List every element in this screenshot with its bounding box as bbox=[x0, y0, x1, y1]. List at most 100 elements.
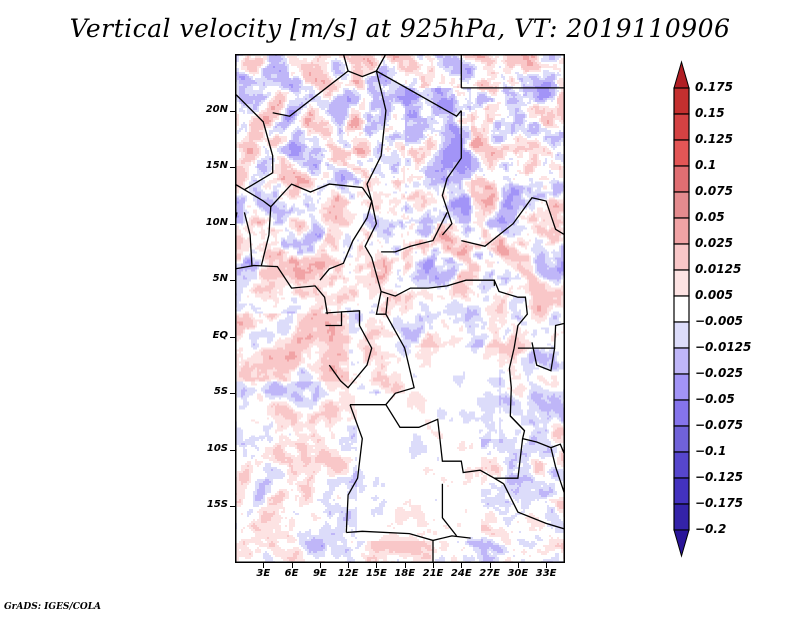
country-border bbox=[243, 212, 253, 267]
colorbar-label: −0.175 bbox=[695, 496, 744, 510]
y-tick-label: 10N bbox=[205, 216, 228, 228]
x-tick-label: 33E bbox=[535, 568, 557, 579]
x-tick bbox=[433, 563, 434, 568]
plot-title: Vertical velocity [m/s] at 925hPa, VT: 2… bbox=[69, 14, 731, 43]
country-border bbox=[319, 187, 373, 281]
country-border bbox=[235, 93, 274, 191]
colorbar-label: −0.05 bbox=[695, 392, 735, 406]
x-tick-label: 15E bbox=[366, 568, 387, 579]
country-border bbox=[517, 322, 565, 349]
x-tick-label: 18E bbox=[394, 568, 416, 579]
y-tick-label: 10S bbox=[206, 442, 228, 454]
colorbar-label: 0.1 bbox=[695, 158, 717, 172]
country-border bbox=[350, 313, 415, 406]
country-border bbox=[375, 54, 387, 72]
colorbar-swatch bbox=[673, 217, 690, 245]
y-tick-label: 20N bbox=[205, 103, 228, 115]
x-tick-label: 12E bbox=[337, 568, 359, 579]
x-tick bbox=[517, 563, 519, 568]
country-border bbox=[550, 443, 565, 456]
y-tick-label: 15N bbox=[205, 160, 228, 172]
x-tick bbox=[404, 563, 406, 568]
y-tick bbox=[230, 280, 235, 282]
colorbar-swatch bbox=[673, 477, 690, 505]
colorbar-swatch bbox=[673, 373, 690, 401]
colorbar-swatch bbox=[673, 87, 690, 115]
x-tick-label: 9E bbox=[312, 568, 327, 579]
colorbar-label: −0.1 bbox=[695, 444, 727, 458]
colorbar-swatches bbox=[673, 60, 690, 558]
x-tick-label: 6E bbox=[284, 568, 299, 579]
y-tick bbox=[230, 110, 235, 112]
colorbar: 0.175 0.15 0.125 0.1 0.075 0.05 0.025 0.0125 0.0… bbox=[660, 55, 800, 565]
country-border bbox=[461, 196, 565, 248]
y-tick bbox=[230, 449, 235, 451]
country-border bbox=[342, 54, 349, 72]
colorbar-label: 0.025 bbox=[695, 236, 733, 250]
x-tick-label: 21E bbox=[422, 568, 444, 579]
country-border bbox=[441, 483, 458, 537]
country-border bbox=[235, 264, 329, 315]
map-panel bbox=[235, 54, 565, 563]
colorbar-swatch bbox=[673, 399, 690, 427]
colorbar-swatch bbox=[673, 321, 690, 349]
colorbar-swatch bbox=[673, 113, 690, 141]
x-tick bbox=[461, 563, 463, 568]
x-tick bbox=[348, 563, 350, 568]
colorbar-swatch bbox=[673, 243, 690, 271]
y-tick bbox=[230, 223, 235, 225]
x-tick bbox=[376, 563, 378, 568]
y-tick-label: 5N bbox=[212, 273, 228, 285]
colorbar-label: 0.0125 bbox=[695, 262, 742, 276]
colorbar-label: 0.075 bbox=[695, 184, 733, 198]
x-tick-label: 27E bbox=[479, 568, 500, 579]
x-tick bbox=[291, 563, 293, 568]
colorbar-max-arrow bbox=[673, 60, 690, 89]
y-tick-label: 15S bbox=[206, 499, 228, 511]
country-border bbox=[260, 206, 272, 266]
country-borders bbox=[235, 54, 565, 563]
colorbar-label: −0.075 bbox=[695, 418, 744, 432]
country-border bbox=[375, 291, 389, 315]
country-border bbox=[350, 403, 505, 485]
country-border bbox=[346, 530, 471, 542]
colorbar-swatch bbox=[673, 425, 690, 453]
colorbar-label: −0.025 bbox=[695, 366, 744, 380]
country-border bbox=[493, 279, 528, 432]
y-tick-label: EQ bbox=[212, 329, 228, 341]
y-tick bbox=[230, 393, 235, 395]
country-border bbox=[364, 70, 387, 292]
country-border bbox=[328, 310, 373, 389]
x-tick bbox=[319, 563, 321, 568]
colorbar-swatch bbox=[673, 269, 690, 297]
colorbar-swatch bbox=[673, 347, 690, 375]
country-border bbox=[441, 110, 462, 236]
colorbar-label: 0.125 bbox=[695, 132, 733, 146]
map-frame bbox=[235, 54, 565, 563]
y-tick bbox=[230, 167, 235, 169]
country-border bbox=[272, 70, 462, 118]
colorbar-swatch bbox=[673, 295, 690, 323]
country-border bbox=[503, 483, 565, 530]
x-tick bbox=[546, 563, 548, 568]
y-tick-label: 5S bbox=[213, 386, 228, 398]
colorbar-label: 0.05 bbox=[695, 210, 725, 224]
colorbar-swatch bbox=[673, 139, 690, 167]
country-border bbox=[380, 279, 495, 297]
colorbar-label: 0.005 bbox=[695, 288, 733, 302]
country-border bbox=[381, 212, 448, 253]
colorbar-label: −0.005 bbox=[695, 314, 744, 328]
y-tick bbox=[230, 506, 235, 508]
colorbar-label: −0.2 bbox=[695, 522, 727, 536]
y-tick bbox=[230, 336, 235, 338]
colorbar-swatch bbox=[673, 165, 690, 193]
country-border bbox=[325, 311, 343, 327]
colorbar-label: 0.175 bbox=[695, 80, 733, 94]
grads-credit: GrADS: IGES/COLA bbox=[4, 602, 102, 612]
x-tick-label: 3E bbox=[256, 568, 271, 579]
colorbar-swatch bbox=[673, 503, 690, 531]
colorbar-label: 0.15 bbox=[695, 106, 725, 120]
map-overlay bbox=[235, 54, 565, 563]
country-border bbox=[494, 438, 524, 479]
x-tick bbox=[263, 563, 265, 568]
